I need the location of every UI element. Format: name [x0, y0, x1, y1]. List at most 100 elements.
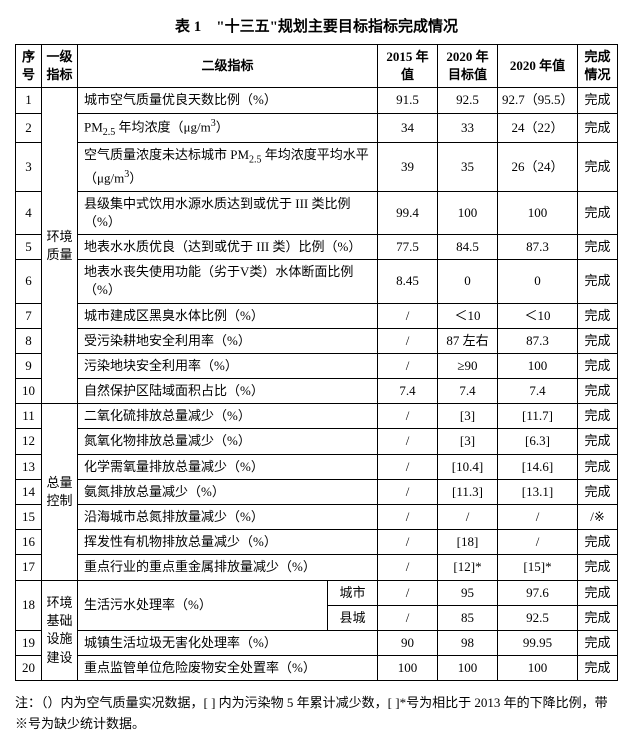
- cell-value: /: [378, 479, 438, 504]
- cell-value: 100: [498, 191, 578, 234]
- cell-value: 92.5: [498, 605, 578, 630]
- table-row: 20 重点监管单位危险废物安全处置率（%） 100 100 100 完成: [16, 656, 618, 681]
- table-row: 1 环境质量 城市空气质量优良天数比例（%） 91.5 92.5 92.7（95…: [16, 88, 618, 113]
- cell-value: /: [378, 303, 438, 328]
- cell-value: [11.7]: [498, 404, 578, 429]
- cell-value: /: [378, 555, 438, 580]
- cell-group: 环境质量: [42, 88, 78, 404]
- cell-value: 8.45: [378, 260, 438, 303]
- table-row: 11 总量控制 二氧化硫排放总量减少（%） / [3] [11.7] 完成: [16, 404, 618, 429]
- cell-group: 总量控制: [42, 404, 78, 580]
- cell-indicator: 地表水水质优良（达到或优于 III 类）比例（%）: [78, 234, 378, 259]
- table-row: 16 挥发性有机物排放总量减少（%） / [18] / 完成: [16, 530, 618, 555]
- cell-value: 100: [498, 353, 578, 378]
- table-row: 2 PM2.5 年均浓度（μg/m3） 34 33 24（22） 完成: [16, 113, 618, 143]
- cell-seq: 10: [16, 379, 42, 404]
- cell-value: 91.5: [378, 88, 438, 113]
- cell-value: 100: [378, 656, 438, 681]
- cell-value: [18]: [438, 530, 498, 555]
- cell-value: [3]: [438, 429, 498, 454]
- cell-status: 完成: [578, 630, 618, 655]
- table-row: 6 地表水丧失使用功能（劣于V类）水体断面比例（%） 8.45 0 0 完成: [16, 260, 618, 303]
- cell-value: 39: [378, 143, 438, 191]
- cell-indicator: 氨氮排放总量减少（%）: [78, 479, 378, 504]
- indicators-table: 序号 一级指标 二级指标 2015 年值 2020 年目标值 2020 年值 完…: [15, 44, 618, 681]
- cell-indicator: 县级集中式饮用水源水质达到或优于 III 类比例（%）: [78, 191, 378, 234]
- cell-seq: 9: [16, 353, 42, 378]
- cell-value: /: [498, 530, 578, 555]
- cell-sub: 城市: [327, 580, 377, 605]
- cell-indicator: 自然保护区陆域面积占比（%）: [78, 379, 378, 404]
- cell-value: 97.6: [498, 580, 578, 605]
- footnote: 注：（）内为空气质量实况数据，[ ] 内为污染物 5 年累计减少数，[ ]*号为…: [15, 693, 618, 735]
- cell-value: /: [378, 353, 438, 378]
- cell-status: 完成: [578, 605, 618, 630]
- cell-status: 完成: [578, 530, 618, 555]
- cell-seq: 20: [16, 656, 42, 681]
- cell-seq: 12: [16, 429, 42, 454]
- cell-value: /: [378, 505, 438, 530]
- cell-status: 完成: [578, 88, 618, 113]
- cell-sub: 县城: [327, 605, 377, 630]
- cell-seq: 18: [16, 580, 42, 630]
- cell-value: 99.95: [498, 630, 578, 655]
- cell-seq: 4: [16, 191, 42, 234]
- header-l2: 二级指标: [78, 45, 378, 88]
- cell-value: /: [378, 429, 438, 454]
- cell-value: 92.7（95.5）: [498, 88, 578, 113]
- cell-seq: 11: [16, 404, 42, 429]
- table-row: 13 化学需氧量排放总量减少（%） / [10.4] [14.6] 完成: [16, 454, 618, 479]
- cell-value: [14.6]: [498, 454, 578, 479]
- cell-seq: 19: [16, 630, 42, 655]
- cell-indicator: 城镇生活垃圾无害化处理率（%）: [78, 630, 378, 655]
- cell-seq: 2: [16, 113, 42, 143]
- cell-value: 33: [438, 113, 498, 143]
- cell-value: /: [378, 580, 438, 605]
- table-row: 19 城镇生活垃圾无害化处理率（%） 90 98 99.95 完成: [16, 630, 618, 655]
- cell-value: 7.4: [498, 379, 578, 404]
- cell-indicator: 挥发性有机物排放总量减少（%）: [78, 530, 378, 555]
- cell-seq: 14: [16, 479, 42, 504]
- cell-value: /: [378, 328, 438, 353]
- cell-indicator: 重点监管单位危险废物安全处置率（%）: [78, 656, 378, 681]
- cell-seq: 7: [16, 303, 42, 328]
- cell-status: 完成: [578, 555, 618, 580]
- header-l1: 一级指标: [42, 45, 78, 88]
- cell-value: /: [498, 505, 578, 530]
- cell-indicator: 氮氧化物排放总量减少（%）: [78, 429, 378, 454]
- cell-seq: 6: [16, 260, 42, 303]
- cell-seq: 13: [16, 454, 42, 479]
- cell-indicator: 空气质量浓度未达标城市 PM2.5 年均浓度平均水平（μg/m3）: [78, 143, 378, 191]
- table-row: 12 氮氧化物排放总量减少（%） / [3] [6.3] 完成: [16, 429, 618, 454]
- cell-value: ＜10: [498, 303, 578, 328]
- cell-seq: 1: [16, 88, 42, 113]
- cell-status: 完成: [578, 234, 618, 259]
- cell-seq: 16: [16, 530, 42, 555]
- cell-value: 100: [498, 656, 578, 681]
- table-row: 15 沿海城市总氮排放量减少（%） / / / /※: [16, 505, 618, 530]
- cell-status: /※: [578, 505, 618, 530]
- cell-indicator: 重点行业的重点重金属排放量减少（%）: [78, 555, 378, 580]
- table-row: 3 空气质量浓度未达标城市 PM2.5 年均浓度平均水平（μg/m3） 39 3…: [16, 143, 618, 191]
- cell-value: 90: [378, 630, 438, 655]
- cell-value: 0: [498, 260, 578, 303]
- cell-status: 完成: [578, 260, 618, 303]
- cell-value: [3]: [438, 404, 498, 429]
- table-row: 9 污染地块安全利用率（%） / ≥90 100 完成: [16, 353, 618, 378]
- cell-value: /: [378, 605, 438, 630]
- table-row: 5 地表水水质优良（达到或优于 III 类）比例（%） 77.5 84.5 87…: [16, 234, 618, 259]
- cell-status: 完成: [578, 143, 618, 191]
- cell-value: ＜10: [438, 303, 498, 328]
- cell-value: 95: [438, 580, 498, 605]
- cell-value: 100: [438, 191, 498, 234]
- cell-seq: 15: [16, 505, 42, 530]
- header-v2020: 2020 年值: [498, 45, 578, 88]
- cell-value: /: [378, 530, 438, 555]
- cell-indicator: 地表水丧失使用功能（劣于V类）水体断面比例（%）: [78, 260, 378, 303]
- cell-value: /: [378, 454, 438, 479]
- cell-value: 87 左右: [438, 328, 498, 353]
- cell-value: 99.4: [378, 191, 438, 234]
- cell-seq: 17: [16, 555, 42, 580]
- cell-status: 完成: [578, 429, 618, 454]
- cell-indicator: 城市建成区黑臭水体比例（%）: [78, 303, 378, 328]
